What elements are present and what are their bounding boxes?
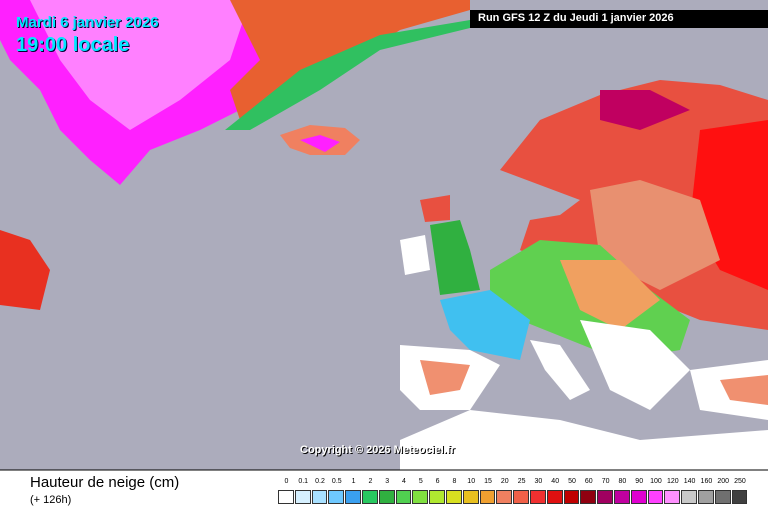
run-bar xyxy=(470,10,768,28)
legend-swatch xyxy=(530,490,546,504)
legend-label: 4 xyxy=(402,478,406,485)
copyright: Copyright © 2026 Meteociel.fr xyxy=(300,444,455,456)
legend-swatch xyxy=(294,490,311,504)
legend-swatch xyxy=(278,490,294,504)
legend-label: 3 xyxy=(385,478,390,485)
legend-label: 160 xyxy=(700,478,713,485)
legend-label: 90 xyxy=(635,478,644,485)
footer-lead: (+ 126h) xyxy=(30,494,72,506)
legend-label: 5 xyxy=(418,478,423,485)
scotland xyxy=(420,195,450,222)
time: 19:00 locale xyxy=(16,34,130,56)
legend: 0 0.1 0.2 0.5 1 2 3 4 5 6 8 10 15 20 25 30 40 50 60 70 80 90 1… xyxy=(278,478,758,508)
legend-label: 0.2 xyxy=(315,478,325,485)
legend-label: 50 xyxy=(568,478,576,485)
legend-swatch xyxy=(479,490,496,504)
legend-label: 8 xyxy=(452,478,457,485)
legend-swatch xyxy=(563,490,580,504)
legend-label: 200 xyxy=(717,478,730,485)
legend-swatch xyxy=(681,490,697,504)
legend-swatch xyxy=(429,490,445,504)
legend-label: 40 xyxy=(551,478,560,485)
legend-swatch xyxy=(647,490,664,504)
legend-swatch xyxy=(597,490,613,504)
labrador xyxy=(0,230,50,310)
legend-label: 0.1 xyxy=(298,478,309,485)
legend-swatch xyxy=(630,490,647,504)
legend-label: 70 xyxy=(601,478,610,485)
poland xyxy=(560,260,660,330)
legend-label: 15 xyxy=(484,478,492,485)
legend-swatch xyxy=(714,490,731,504)
legend-swatch xyxy=(496,490,513,504)
legend-label: 1 xyxy=(351,478,356,485)
legend-label: 140 xyxy=(683,478,696,485)
north-africa xyxy=(400,410,768,470)
greenland-inner xyxy=(30,0,250,130)
legend-label: 25 xyxy=(517,478,526,485)
balkans xyxy=(580,320,690,410)
legend-label: 120 xyxy=(666,478,679,485)
legend-swatch xyxy=(362,490,378,504)
legend-swatch xyxy=(513,490,529,504)
legend-label: 0 xyxy=(284,478,289,485)
legend-swatch xyxy=(580,490,597,504)
legend-swatch xyxy=(378,490,395,504)
legend-label: 2 xyxy=(368,478,373,485)
legend-swatch xyxy=(328,490,345,504)
legend-label: 250 xyxy=(734,478,746,485)
legend-label: 6 xyxy=(435,478,440,485)
legend-label: 80 xyxy=(618,478,627,485)
iberia-snow xyxy=(420,360,470,395)
italy xyxy=(530,340,590,400)
legend-swatch xyxy=(614,490,630,504)
legend-swatch xyxy=(395,490,412,504)
legend-swatch xyxy=(462,490,479,504)
ireland xyxy=(400,235,430,275)
legend-swatch xyxy=(412,490,429,504)
legend-swatch xyxy=(546,490,563,504)
legend-label: 100 xyxy=(650,478,662,485)
turkey-snow xyxy=(720,375,768,405)
legend-swatch xyxy=(446,490,462,504)
date: Mardi 6 janvier 2026 xyxy=(16,14,159,31)
legend-swatch xyxy=(731,490,748,504)
lapland xyxy=(600,90,690,130)
legend-label: 20 xyxy=(500,478,509,485)
britain xyxy=(430,220,480,295)
sea-ice xyxy=(225,20,470,130)
france xyxy=(440,290,530,360)
legend-swatch xyxy=(698,490,714,504)
legend-swatch xyxy=(311,490,328,504)
legend-swatch xyxy=(664,490,681,504)
run-info: Run GFS 12 Z du Jeudi 1 janvier 2026 xyxy=(478,12,674,24)
legend-label: 0.5 xyxy=(331,478,342,485)
iceland-peak xyxy=(300,135,340,152)
legend-label: 30 xyxy=(534,478,543,485)
legend-label: 60 xyxy=(584,478,593,485)
footer-title: Hauteur de neige (cm) xyxy=(30,474,180,491)
legend-label: 10 xyxy=(467,478,476,485)
legend-swatch xyxy=(345,490,361,504)
